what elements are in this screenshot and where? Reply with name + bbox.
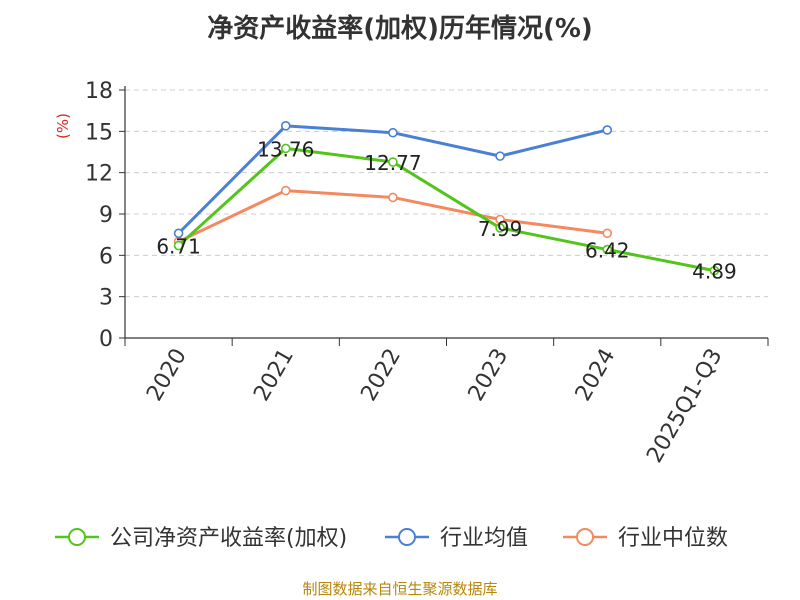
legend: 公司净资产收益率(加权) 行业均值 行业中位数: [55, 526, 728, 551]
data-point: [495, 151, 505, 161]
y-tick-label: 15: [85, 120, 113, 145]
data-label: 7.99: [478, 217, 523, 241]
y-tick-label: 0: [99, 327, 113, 352]
source-note: 制图数据来自恒生聚源数据库: [302, 580, 498, 598]
legend-label: 行业均值: [440, 526, 528, 551]
series-line-0: [177, 146, 715, 273]
legend-marker: [398, 528, 416, 546]
data-label: 4.89: [692, 260, 737, 284]
data-label: 6.71: [156, 235, 201, 259]
legend-marker: [68, 528, 86, 546]
data-point: [602, 244, 613, 255]
x-tick-label: 2024: [571, 345, 621, 406]
data-point: [173, 240, 184, 251]
grid-layer: [125, 89, 768, 298]
data-point: [495, 223, 505, 233]
y-axis-label: (%): [54, 113, 72, 139]
chart-title: 净资产收益率(加权)历年情况(%): [207, 14, 593, 44]
x-tick-label: 2021: [249, 345, 299, 406]
x-tick-label: 2023: [464, 345, 514, 406]
data-point: [602, 228, 613, 239]
data-point: [280, 185, 291, 196]
x-tick-label: 2020: [142, 345, 192, 406]
data-point: [280, 143, 291, 154]
data-point: [173, 228, 184, 239]
y-tick-label: 18: [85, 79, 113, 104]
data-point: [602, 125, 613, 135]
data-label-layer: 6.71 13.76 12.77 7.99 6.42 4.89: [156, 137, 736, 283]
data-point: [388, 192, 398, 203]
data-label: 6.42: [585, 239, 630, 263]
data-point: [709, 265, 720, 276]
data-label: 13.76: [257, 137, 314, 161]
y-tick-label: 12: [85, 162, 113, 187]
data-label: 12.77: [364, 151, 421, 175]
series-layer: [173, 121, 720, 276]
legend-label: 公司净资产收益率(加权): [110, 526, 347, 551]
x-tick-label: 2025Q1-Q3: [642, 345, 727, 468]
legend-label: 行业中位数: [618, 526, 728, 551]
series-line-1: [177, 124, 608, 235]
legend-marker: [576, 528, 594, 546]
data-point: [388, 127, 398, 138]
x-tick-label: 2022: [356, 345, 406, 406]
y-tick-label: 9: [99, 203, 113, 228]
y-tick-label: 3: [99, 286, 113, 311]
y-tick-label: 6: [99, 244, 113, 269]
data-point: [388, 157, 398, 167]
data-point: [280, 121, 291, 131]
